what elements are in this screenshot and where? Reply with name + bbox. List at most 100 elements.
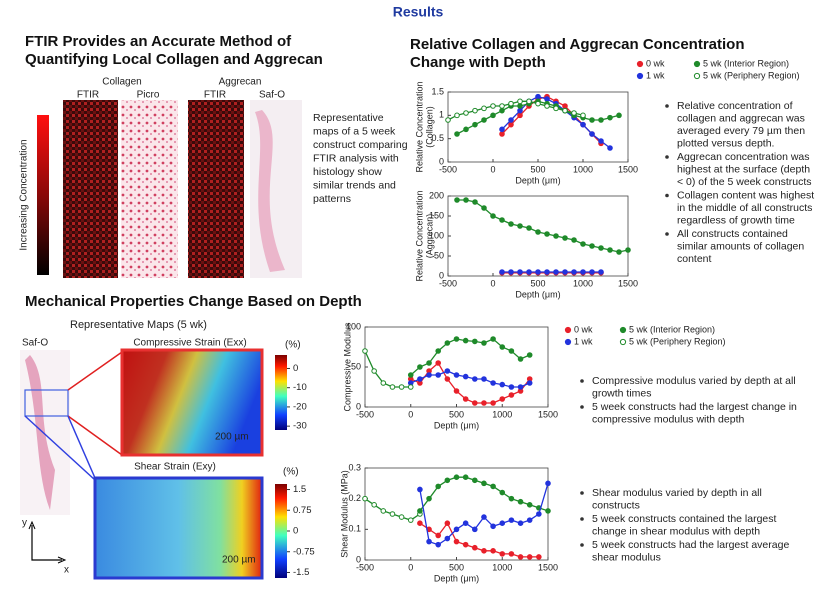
y-tick-label: 100 (346, 321, 361, 331)
data-point (526, 502, 533, 508)
data-point (462, 520, 469, 527)
panel-label: Picro (137, 90, 160, 101)
data-point (526, 517, 533, 523)
roi-box (24, 389, 69, 417)
data-point (444, 520, 451, 527)
data-point (490, 336, 496, 342)
data-point (571, 269, 577, 275)
legend-label: 0 wk (574, 324, 593, 334)
data-point (607, 247, 613, 253)
data-point (462, 337, 469, 344)
zoom-arrow (67, 415, 123, 456)
data-point (571, 237, 577, 243)
data-point (535, 93, 541, 100)
data-point (499, 103, 505, 109)
legend-marker (564, 338, 572, 346)
panel-label: FTIR (77, 90, 99, 101)
data-point (499, 489, 506, 496)
x-tick-label: -500 (439, 164, 457, 174)
concentration-scale (37, 115, 49, 275)
series-line (501, 96, 602, 144)
axes-icon (28, 520, 67, 564)
axes-icon (31, 525, 62, 561)
bullet-text: Shear modulus varied by depth in all (592, 487, 762, 499)
y-tick-label: 0 (439, 156, 444, 166)
bullet-text: similar amounts of collagen (677, 240, 804, 252)
colorbar-unit: (%) (283, 467, 299, 478)
header-title: Results (393, 4, 444, 20)
data-point (472, 376, 478, 382)
data-point (508, 100, 514, 107)
colorbar-tick-label: 1.5 (293, 484, 306, 495)
bullet-text: content (677, 253, 712, 265)
data-point (417, 520, 423, 527)
data-point (490, 103, 496, 109)
data-point (517, 384, 524, 390)
data-point (536, 511, 542, 517)
data-point (481, 376, 487, 382)
data-point (389, 511, 396, 517)
x-tick-label: 0 (408, 409, 413, 419)
data-point (499, 396, 506, 402)
x-tick-label: 1500 (618, 164, 638, 174)
data-point (472, 199, 478, 205)
bullet-text: 5 week constructs contained the largest (592, 513, 777, 525)
bullet-text: regardless of growth time (677, 214, 795, 226)
data-point (562, 235, 568, 241)
bullet-text: growth times (592, 387, 652, 399)
data-point (426, 372, 432, 378)
data-point (544, 269, 550, 275)
y-axis-label: Shear Modulus (MPa) (339, 470, 349, 558)
bullet-text: Collagen content was highest (677, 189, 814, 201)
data-point (499, 107, 505, 114)
x-tick-label: 0 (408, 562, 413, 572)
legend-label: 1 wk (646, 70, 665, 80)
x-axis-label: Depth (μm) (434, 420, 479, 430)
section-title: Quantifying Local Collagen and Aggrecan (25, 51, 323, 68)
ftir-map (63, 100, 118, 278)
zoom-arrow (67, 351, 123, 391)
x-tick-label: 1500 (538, 409, 558, 419)
data-point (435, 532, 442, 539)
data-point (435, 372, 442, 378)
data-point (499, 126, 505, 133)
data-point (598, 138, 604, 144)
map-title: Shear Strain (Exy) (134, 462, 216, 473)
data-point (580, 112, 586, 119)
data-point (380, 380, 387, 386)
x-tick-label: 1000 (492, 562, 512, 572)
data-point (535, 269, 541, 275)
data-point (544, 103, 550, 109)
data-point (389, 384, 396, 390)
data-point (435, 541, 442, 548)
colorbar-tick-label: -1.5 (293, 567, 309, 578)
panel-label: Saf-O (22, 338, 48, 349)
zoom-arrow (67, 415, 96, 479)
data-point (526, 269, 532, 275)
bullet (665, 104, 669, 108)
strain-map (120, 348, 264, 457)
data-point (481, 117, 487, 123)
colorbar-tick-label: -20 (293, 401, 307, 412)
y-tick-label: 100 (429, 230, 444, 240)
data-point (508, 121, 514, 128)
data-point (426, 360, 432, 366)
x-tick-label: -500 (439, 278, 457, 288)
legend-label: 5 wk (Periphery Region) (703, 70, 800, 80)
data-point (508, 517, 515, 523)
bullet-text: averaged every 79 µm then (677, 125, 805, 137)
data-point (499, 381, 506, 388)
data-point (445, 117, 451, 123)
group-label: Collagen (102, 77, 141, 88)
x-tick-label: 500 (530, 164, 545, 174)
data-point (517, 103, 523, 109)
data-point (544, 96, 550, 102)
data-point (517, 223, 523, 229)
data-point (453, 526, 460, 533)
bullet (580, 405, 584, 409)
bullet (580, 379, 584, 383)
bullet-text: Aggrecan concentration was (677, 151, 810, 163)
y-tick-label: 0.5 (431, 133, 444, 143)
data-point (453, 474, 460, 481)
data-point (444, 340, 451, 346)
